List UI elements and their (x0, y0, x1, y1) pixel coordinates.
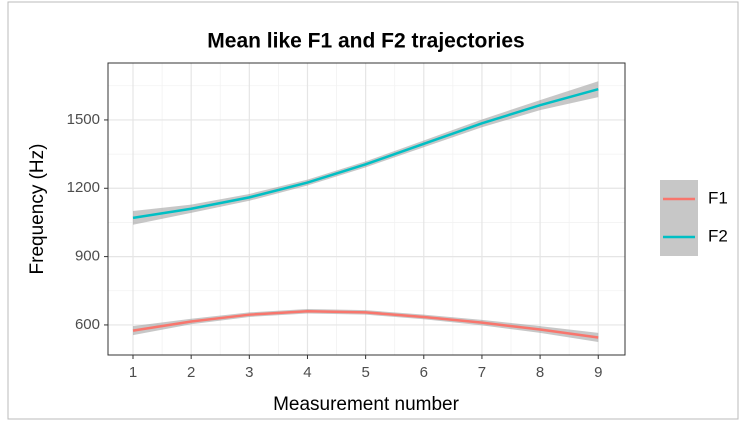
x-axis-title: Measurement number (273, 394, 460, 415)
frame (7, 1, 739, 420)
y-tick-label: 600 (75, 316, 100, 333)
legend-label: F2 (708, 226, 728, 245)
y-tick-label: 1500 (67, 111, 100, 128)
legend-label: F1 (708, 188, 728, 207)
x-tick-label: 1 (129, 364, 137, 381)
x-tick-label: 3 (245, 364, 253, 381)
x-tick-label: 8 (536, 364, 544, 381)
chart-title: Mean like F1 and F2 trajectories (207, 30, 524, 53)
x-tick-label: 7 (478, 364, 486, 381)
y-tick-label: 900 (75, 248, 100, 265)
y-tick-label: 1200 (67, 179, 100, 196)
x-tick-label: 4 (303, 364, 311, 381)
line (132, 87, 599, 220)
y-axis-title: Frequency (Hz) (27, 144, 48, 275)
x-tick-label: 6 (420, 364, 428, 381)
x-tick-label: 9 (594, 364, 602, 381)
x-tick-label: 5 (361, 364, 369, 381)
x-tick-label: 2 (187, 364, 195, 381)
line (132, 310, 599, 339)
panel-border (107, 62, 626, 356)
